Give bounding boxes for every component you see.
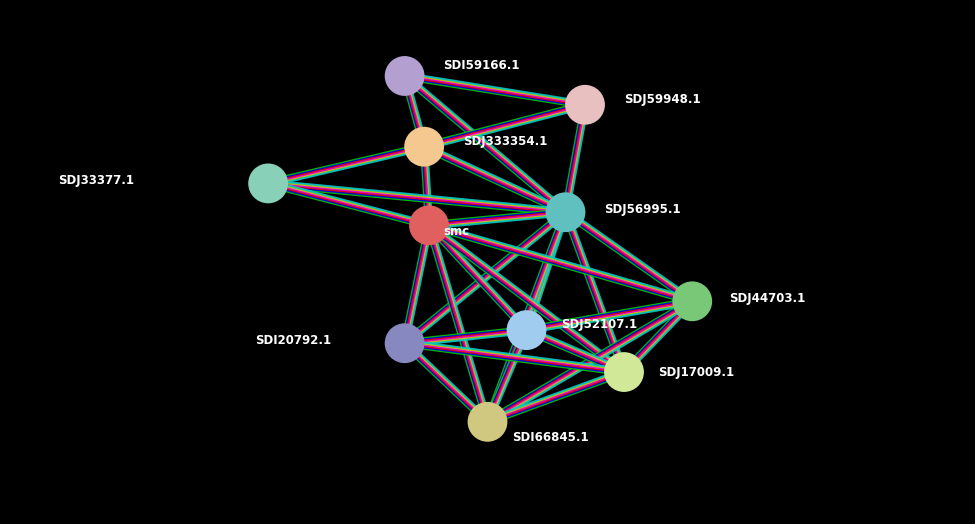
- Text: SDI66845.1: SDI66845.1: [512, 431, 589, 444]
- Text: SDJ44703.1: SDJ44703.1: [729, 292, 805, 305]
- Ellipse shape: [385, 56, 424, 96]
- Ellipse shape: [385, 323, 424, 363]
- Ellipse shape: [405, 127, 444, 167]
- Ellipse shape: [546, 192, 585, 232]
- Ellipse shape: [673, 281, 712, 321]
- Text: smc: smc: [444, 225, 470, 238]
- Text: SDJ17009.1: SDJ17009.1: [658, 366, 734, 378]
- Text: SDI59166.1: SDI59166.1: [444, 59, 520, 72]
- Text: SDJ33377.1: SDJ33377.1: [58, 174, 135, 187]
- Text: SDJ52107.1: SDJ52107.1: [561, 319, 637, 331]
- Ellipse shape: [604, 352, 644, 392]
- Ellipse shape: [566, 85, 604, 125]
- Ellipse shape: [249, 163, 288, 203]
- Ellipse shape: [410, 205, 449, 245]
- Text: SDJ333354.1: SDJ333354.1: [463, 135, 548, 148]
- Ellipse shape: [507, 310, 546, 350]
- Text: SDJ59948.1: SDJ59948.1: [624, 93, 701, 106]
- Text: SDI20792.1: SDI20792.1: [255, 334, 332, 347]
- Ellipse shape: [468, 402, 507, 442]
- Text: SDJ56995.1: SDJ56995.1: [604, 203, 682, 216]
